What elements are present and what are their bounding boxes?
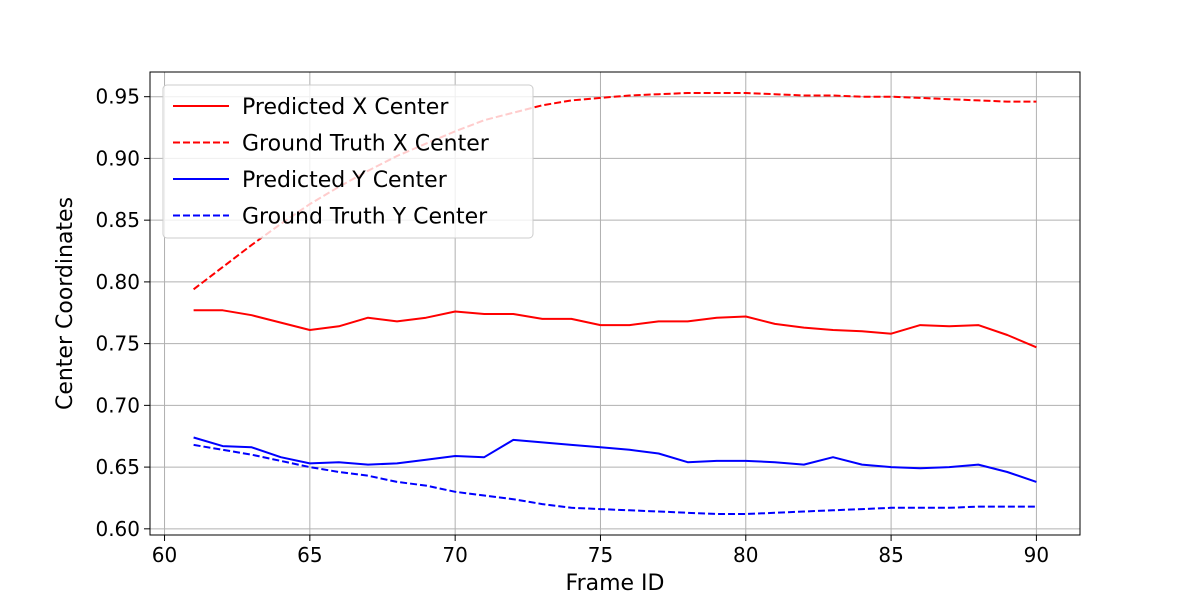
y-tick-label: 0.70: [95, 393, 140, 417]
x-tick-label: 75: [588, 543, 613, 567]
legend-label: Ground Truth X Center: [242, 132, 490, 157]
x-axis-label: Frame ID: [566, 571, 665, 596]
legend-label: Predicted Y Center: [242, 168, 448, 193]
y-tick-label: 0.75: [95, 332, 140, 356]
y-axis: 0.60 0.65 0.70 0.75 0.80 0.85 0.90 0.95: [95, 85, 150, 541]
plot-frame: [149, 71, 1081, 536]
series-line-ground-truth-y-center: [193, 443, 1037, 515]
grid: [150, 72, 1080, 535]
y-tick-label: 0.65: [95, 455, 140, 479]
x-tick-label: 85: [878, 543, 903, 567]
y-tick-label: 0.90: [95, 146, 140, 170]
x-tick-label: 65: [297, 543, 322, 567]
x-tick-label: 60: [152, 543, 177, 567]
legend-label: Predicted X Center: [242, 95, 449, 120]
legend-box: [162, 84, 534, 239]
y-tick-label: 0.95: [95, 85, 140, 109]
x-axis: 60 65 70 75 80 85 90: [152, 535, 1049, 567]
y-axis-label: Center Coordinates: [53, 197, 78, 410]
y-tick-label: 0.85: [95, 208, 140, 232]
series-line-predicted-x-center: [193, 309, 1037, 349]
y-tick-label: 0.80: [95, 270, 140, 294]
x-tick-label: 70: [442, 543, 467, 567]
legend: Predicted X Center Ground Truth X Center P…: [162, 84, 534, 239]
x-tick-label: 80: [733, 543, 758, 567]
legend-label: Ground Truth Y Center: [242, 205, 488, 230]
y-tick-label: 0.60: [95, 517, 140, 541]
series-line-predicted-y-center: [193, 436, 1037, 483]
x-tick-label: 90: [1024, 543, 1049, 567]
